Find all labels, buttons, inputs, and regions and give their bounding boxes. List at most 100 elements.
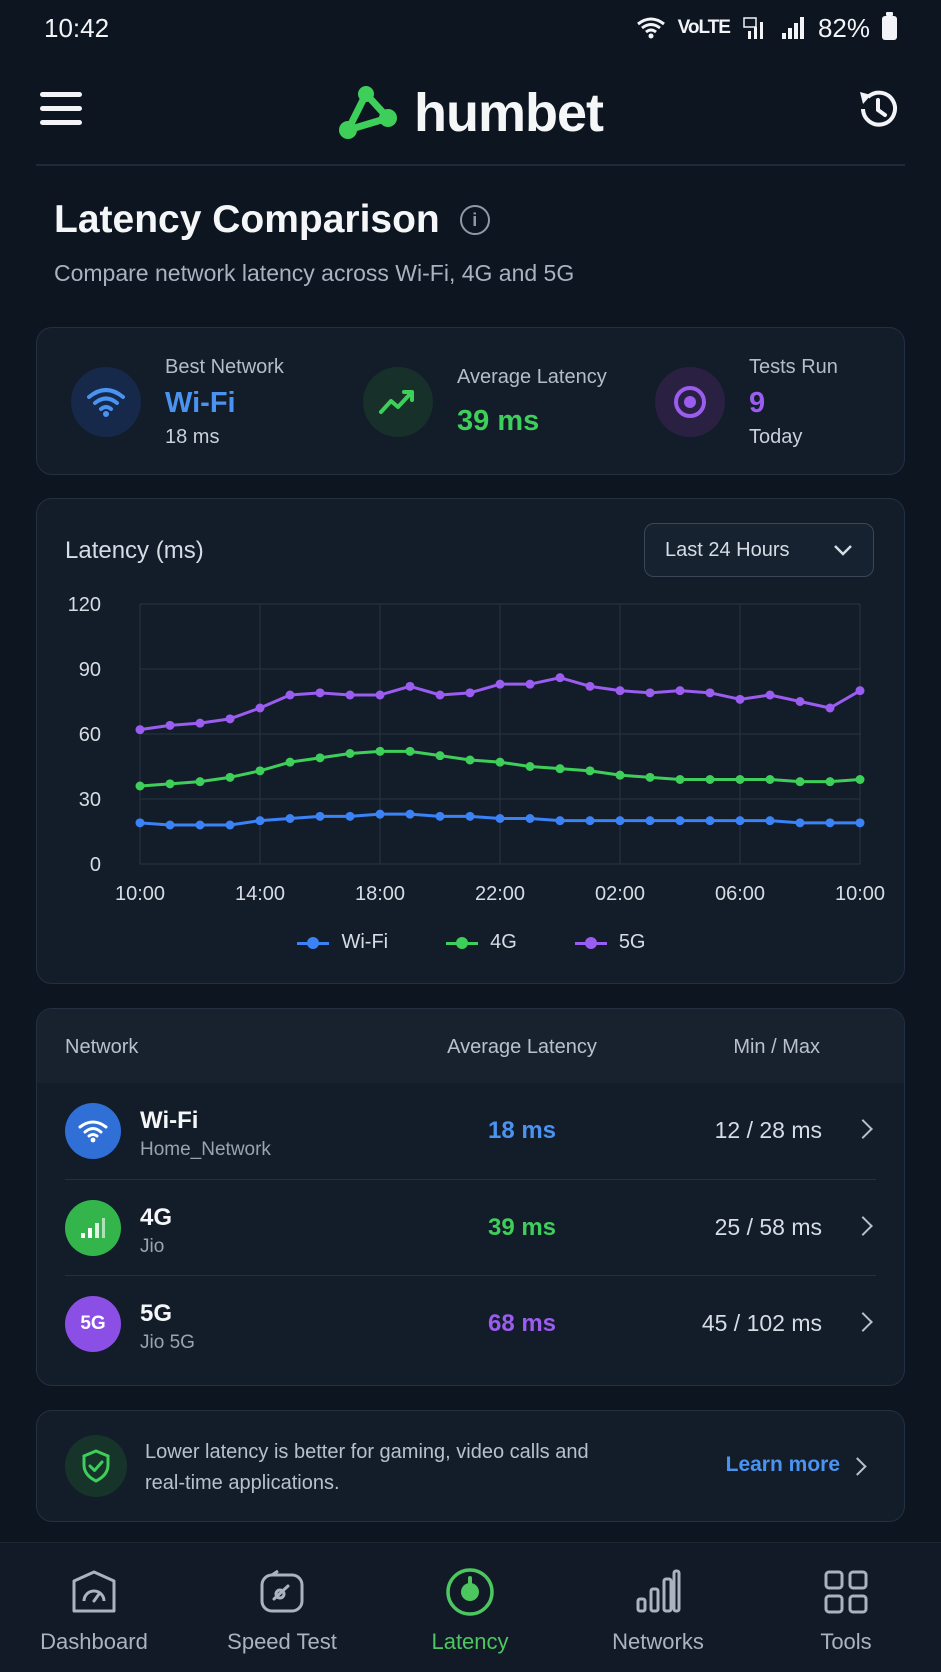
status-bar: 10:42 VoLTE 82% xyxy=(0,0,941,56)
data-point-5g xyxy=(735,694,745,704)
data-point-5g xyxy=(525,679,535,689)
nav-tools[interactable]: Tools xyxy=(756,1565,936,1665)
data-point-4g xyxy=(435,751,445,761)
data-point-wi-fi xyxy=(255,816,265,826)
data-point-4g xyxy=(705,775,715,784)
wifi-status-icon xyxy=(636,17,665,39)
y-tick-label: 90 xyxy=(79,659,101,681)
battery-percent: 82% xyxy=(817,12,870,43)
data-point-4g xyxy=(405,746,415,756)
data-point-5g xyxy=(195,718,205,728)
brand-name: humbet xyxy=(414,83,604,143)
data-point-5g xyxy=(165,720,175,730)
tests-run-value: 9 xyxy=(749,386,766,419)
data-point-wi-fi xyxy=(615,816,625,826)
info-icon[interactable]: i xyxy=(459,205,490,235)
speedometer-icon xyxy=(255,1565,309,1619)
data-point-wi-fi xyxy=(555,816,565,826)
data-point-5g xyxy=(315,688,325,698)
network-name: 4G xyxy=(140,1204,173,1231)
table-row-5g[interactable]: 5G 5G Jio 5G 68 ms 45 / 102 ms xyxy=(65,1275,876,1371)
data-point-wi-fi xyxy=(525,814,535,823)
data-point-5g xyxy=(645,688,655,698)
tests-run-summary: Tests Run 9 Today xyxy=(655,328,838,476)
data-point-wi-fi xyxy=(825,818,835,828)
data-point-4g xyxy=(675,775,685,784)
data-point-5g xyxy=(765,690,775,700)
nav-networks[interactable]: Networks xyxy=(568,1565,748,1665)
network-carrier: Jio 5G xyxy=(140,1332,195,1353)
data-point-5g xyxy=(285,690,295,700)
data-point-5g xyxy=(555,673,565,683)
network-min-max: 12 / 28 ms xyxy=(714,1117,822,1143)
header-min-max: Min / Max xyxy=(733,1036,820,1058)
nav-latency[interactable]: Latency xyxy=(380,1565,560,1665)
data-point-4g xyxy=(315,753,325,763)
table-row-4g[interactable]: 4G Jio 39 ms 25 / 58 ms xyxy=(65,1179,876,1275)
legend-label: 4G xyxy=(490,931,517,953)
nav-label: Latency xyxy=(431,1629,509,1654)
table-row-wifi[interactable]: Wi-Fi Home_Network 18 ms 12 / 28 ms xyxy=(37,1083,904,1179)
legend-swatch xyxy=(297,936,330,949)
average-latency-value: 39 ms xyxy=(457,405,540,437)
network-type-label: VoLTE xyxy=(677,17,731,38)
data-point-5g xyxy=(375,690,385,700)
data-point-5g xyxy=(435,690,445,700)
data-point-wi-fi xyxy=(675,816,685,826)
network-table: Network Average Latency Min / Max Wi-Fi … xyxy=(36,1008,905,1386)
chevron-right-icon xyxy=(853,1216,873,1236)
page-subtitle: Compare network latency across Wi-Fi, 4G… xyxy=(54,260,575,286)
tests-run-label: Tests Run xyxy=(749,355,838,378)
x-tick-label: 10:00 xyxy=(835,883,885,905)
dashboard-icon xyxy=(67,1565,121,1619)
network-min-max: 25 / 58 ms xyxy=(714,1214,822,1240)
battery-icon xyxy=(882,12,897,40)
data-point-wi-fi xyxy=(735,816,745,826)
legend-swatch xyxy=(574,936,607,949)
network-name: 5G xyxy=(140,1300,173,1327)
time-range-value: Last 24 Hours xyxy=(665,538,790,561)
y-tick-label: 120 xyxy=(68,594,101,616)
signal-bars-icon xyxy=(781,17,804,39)
data-point-4g xyxy=(525,762,535,771)
nav-dashboard[interactable]: Dashboard xyxy=(4,1565,184,1665)
nav-speed-test[interactable]: Speed Test xyxy=(192,1565,372,1665)
data-point-wi-fi xyxy=(165,820,175,830)
data-point-wi-fi xyxy=(645,816,655,826)
network-average-latency: 68 ms xyxy=(487,1310,557,1337)
chevron-right-icon xyxy=(848,1457,867,1476)
y-tick-label: 0 xyxy=(90,854,101,876)
data-point-wi-fi xyxy=(405,809,415,819)
brand: humbet xyxy=(338,82,604,144)
average-latency-label: Average Latency xyxy=(457,366,607,388)
history-button[interactable] xyxy=(855,86,901,132)
data-point-5g xyxy=(825,703,835,713)
legend-label: Wi-Fi xyxy=(341,931,389,953)
nav-label: Networks xyxy=(612,1629,704,1654)
data-point-4g xyxy=(855,775,865,784)
network-average-latency: 39 ms xyxy=(487,1214,557,1241)
signal-5g-icon xyxy=(743,17,763,39)
logo-icon xyxy=(339,86,397,139)
header-divider xyxy=(36,164,905,166)
data-point-wi-fi xyxy=(855,818,865,828)
data-point-5g xyxy=(855,686,865,696)
summary-card: Best Network Wi-Fi 18 ms Average Latency… xyxy=(36,327,905,475)
learn-more-link[interactable]: Learn more xyxy=(725,1453,840,1476)
x-tick-label: 22:00 xyxy=(475,883,525,905)
wifi-icon xyxy=(71,367,141,437)
chart-legend: Wi-Fi 4G 5G xyxy=(37,931,906,954)
menu-button[interactable] xyxy=(40,92,82,126)
data-point-5g xyxy=(615,686,625,696)
data-point-5g xyxy=(495,679,505,689)
chevron-right-icon xyxy=(853,1119,873,1139)
best-network-latency: 18 ms xyxy=(165,425,220,448)
time-range-select[interactable]: Last 24 Hours xyxy=(644,523,874,577)
data-point-5g xyxy=(675,686,685,696)
bottom-nav: Dashboard Speed Test Latency xyxy=(0,1542,941,1672)
data-point-5g xyxy=(465,688,475,698)
legend-item-5g: 5G xyxy=(574,931,646,954)
data-point-5g xyxy=(135,725,145,735)
latency-line-chart: 0 30 60 90 120 10:00 14:00 18:00 22:00 02:00 06:00… xyxy=(68,594,885,905)
data-point-5g xyxy=(345,690,355,700)
